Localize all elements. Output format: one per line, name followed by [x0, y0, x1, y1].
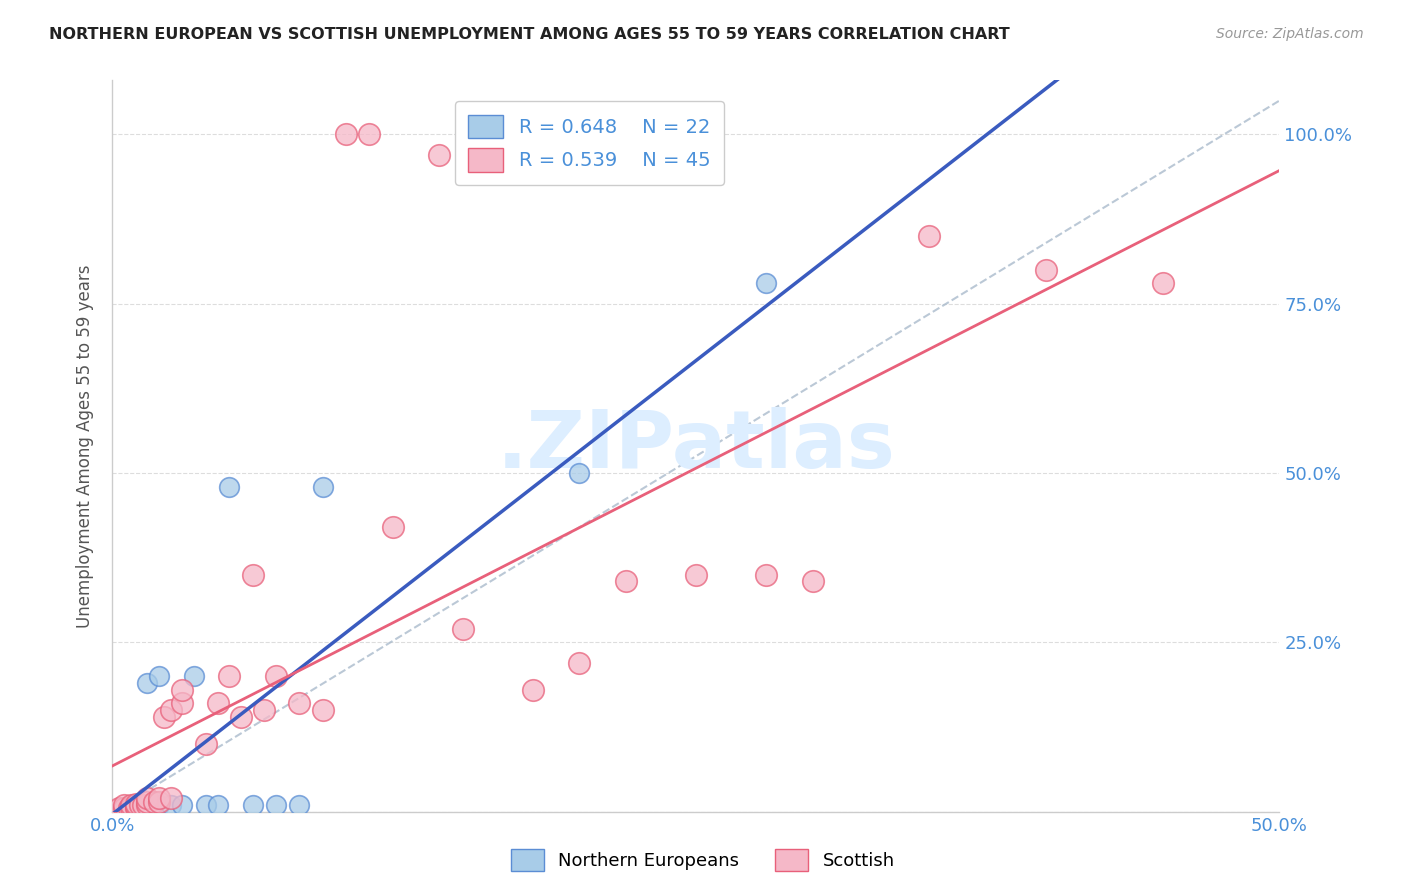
Point [143, 797, 166, 812]
Y-axis label: Unemployment Among Ages 55 to 59 years: Unemployment Among Ages 55 to 59 years [76, 264, 94, 628]
Point [118, 801, 141, 815]
Point [918, 229, 941, 244]
Point [218, 669, 240, 683]
Point [143, 795, 166, 809]
Point [218, 480, 240, 494]
Point [148, 669, 170, 683]
Point [194, 797, 217, 812]
Point [1152, 277, 1174, 291]
Point [568, 466, 591, 480]
Point [125, 801, 148, 815]
Point [568, 656, 591, 670]
Point [264, 669, 287, 683]
Point [148, 791, 170, 805]
Text: Source: ZipAtlas.com: Source: ZipAtlas.com [1216, 27, 1364, 41]
Point [136, 791, 159, 805]
Point [136, 797, 159, 812]
Point [264, 797, 287, 812]
Point [451, 622, 474, 636]
Point [522, 682, 544, 697]
Point [207, 797, 229, 812]
Point [112, 801, 135, 815]
Point [288, 697, 311, 711]
Legend: Northern Europeans, Scottish: Northern Europeans, Scottish [505, 842, 901, 879]
Point [427, 148, 450, 162]
Point [125, 797, 148, 811]
Point [160, 791, 183, 805]
Point [136, 797, 159, 812]
Point [129, 797, 152, 812]
Point [120, 801, 142, 815]
Point [194, 737, 217, 751]
Point [108, 801, 131, 815]
Point [129, 797, 152, 812]
Point [120, 797, 142, 812]
Point [288, 797, 311, 812]
Point [172, 697, 194, 711]
Point [311, 703, 333, 717]
Point [125, 801, 148, 815]
Legend: R = 0.648    N = 22, R = 0.539    N = 45: R = 0.648 N = 22, R = 0.539 N = 45 [454, 101, 724, 186]
Text: .ZIPatlas: .ZIPatlas [496, 407, 896, 485]
Point [112, 797, 135, 812]
Point [112, 801, 135, 815]
Point [120, 797, 142, 812]
Point [335, 128, 357, 142]
Point [136, 795, 159, 809]
Point [125, 799, 148, 814]
Text: NORTHERN EUROPEAN VS SCOTTISH UNEMPLOYMENT AMONG AGES 55 TO 59 YEARS CORRELATION: NORTHERN EUROPEAN VS SCOTTISH UNEMPLOYME… [49, 27, 1010, 42]
Point [172, 797, 194, 812]
Point [311, 480, 333, 494]
Point [755, 567, 778, 582]
Point [183, 669, 205, 683]
Point [136, 676, 159, 690]
Point [148, 797, 170, 812]
Point [229, 710, 252, 724]
Point [359, 128, 381, 142]
Point [148, 795, 170, 809]
Point [614, 574, 637, 589]
Point [381, 520, 404, 534]
Point [242, 567, 264, 582]
Point [153, 710, 176, 724]
Point [207, 697, 229, 711]
Point [132, 797, 155, 812]
Point [125, 797, 148, 812]
Point [801, 574, 824, 589]
Point [685, 567, 707, 582]
Point [242, 797, 264, 812]
Point [172, 682, 194, 697]
Point [253, 703, 276, 717]
Point [755, 277, 778, 291]
Point [160, 703, 183, 717]
Point [160, 797, 183, 812]
Point [1035, 263, 1057, 277]
